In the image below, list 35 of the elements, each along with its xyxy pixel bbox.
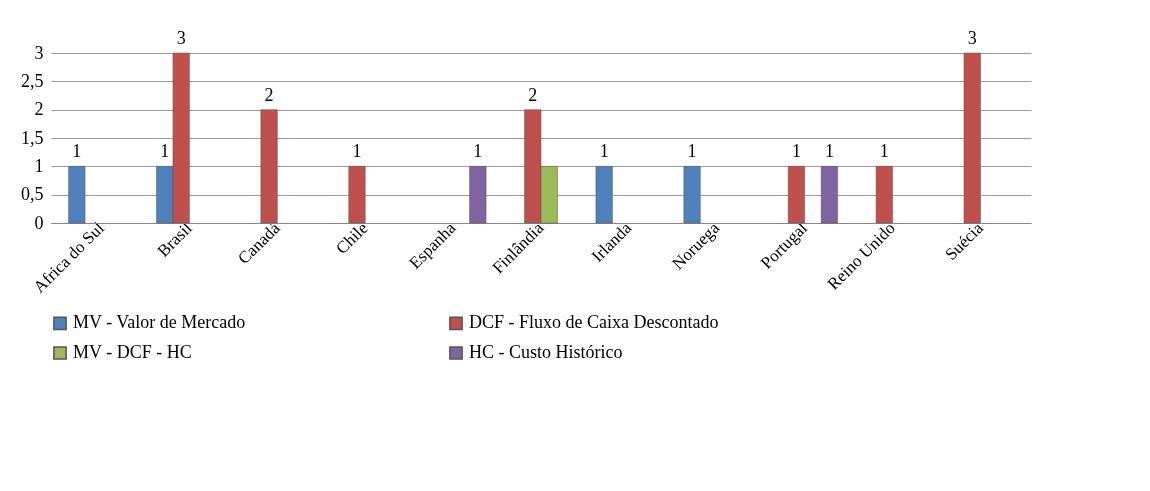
data-label: 3 bbox=[967, 28, 977, 48]
bar bbox=[348, 166, 366, 224]
bar bbox=[820, 166, 838, 224]
bar bbox=[963, 52, 981, 224]
legend-label: MV - Valor de Mercado bbox=[73, 312, 246, 333]
bar bbox=[787, 166, 805, 224]
data-label: 1 bbox=[687, 141, 697, 162]
bar bbox=[595, 166, 613, 224]
data-label: 1 bbox=[352, 141, 362, 162]
legend-label: HC - Custo Histórico bbox=[469, 342, 623, 362]
data-label: 1 bbox=[599, 141, 609, 162]
y-tick-label: 2,5 bbox=[21, 70, 44, 91]
bar bbox=[469, 166, 487, 224]
legend-label: DCF - Fluxo de Caixa Descontado bbox=[469, 312, 719, 333]
bar bbox=[875, 166, 893, 224]
data-label: 1 bbox=[879, 141, 889, 162]
bar bbox=[260, 109, 278, 224]
data-label: 1 bbox=[824, 141, 834, 162]
bar bbox=[683, 166, 701, 224]
data-label: 1 bbox=[160, 141, 170, 162]
data-label: 1 bbox=[791, 141, 801, 162]
data-label: 3 bbox=[176, 28, 186, 48]
y-tick-label: 1 bbox=[34, 155, 44, 176]
y-tick-label: 0 bbox=[34, 212, 44, 233]
data-label: 2 bbox=[264, 84, 274, 105]
y-tick-label: 1,5 bbox=[21, 127, 44, 148]
data-label: 1 bbox=[473, 141, 483, 162]
legend-label: MV - DCF - HC bbox=[73, 342, 192, 362]
y-tick-label: 2 bbox=[34, 99, 44, 120]
data-label: 1 bbox=[72, 141, 82, 162]
y-tick-label: 3 bbox=[34, 42, 44, 63]
bar bbox=[68, 166, 86, 224]
x-tick-label: Chile bbox=[332, 218, 372, 258]
data-label: 2 bbox=[528, 84, 538, 105]
y-tick-label: 0,5 bbox=[21, 184, 44, 205]
